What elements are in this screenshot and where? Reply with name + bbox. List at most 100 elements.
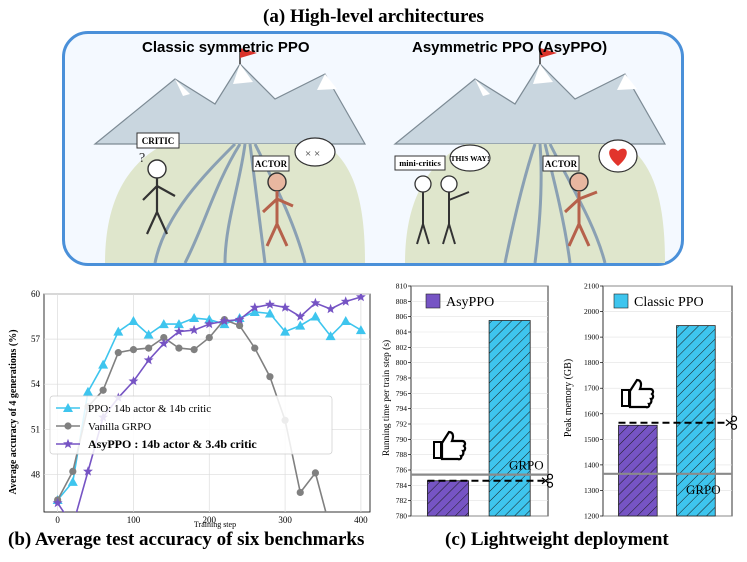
- y-tick-label: 800: [396, 358, 408, 367]
- bar-hatch: [427, 480, 469, 516]
- data-point: [264, 308, 275, 318]
- data-point: [280, 302, 290, 312]
- running-time-bar-chart: 780 782 784 786 788 790 792 794 796 798 800 802 804 8…: [381, 282, 554, 521]
- y-tick-label: 1400: [584, 460, 599, 469]
- data-point: [175, 344, 183, 352]
- data-point: [189, 313, 200, 323]
- y-tick-label: 57: [31, 334, 41, 344]
- y-tick-label: 1200: [584, 512, 599, 521]
- data-point: [249, 307, 260, 317]
- bar-hatch: [676, 325, 716, 516]
- y-tick-label: 1300: [584, 486, 599, 495]
- mini-critics-sign: mini-critics: [399, 158, 441, 168]
- data-point: [311, 469, 320, 477]
- y-tick-label: 1900: [584, 333, 599, 342]
- y-tick-label: 804: [396, 328, 408, 337]
- data-point: [143, 329, 154, 339]
- data-point: [355, 325, 366, 335]
- x-tick-label: 200: [203, 515, 217, 525]
- y-tick-label: 802: [396, 343, 408, 352]
- legend-label: Classic PPO: [634, 295, 704, 310]
- legend-label: Vanilla GRPO: [88, 421, 151, 433]
- actor-figure: [267, 172, 287, 192]
- x-tick-label: 400: [354, 515, 368, 525]
- data-point: [234, 314, 245, 324]
- asyppo-title: Asymmetric PPO (AsyPPO): [412, 39, 608, 56]
- data-point: [128, 316, 139, 326]
- actor-sign-left: ACTOR: [255, 159, 288, 169]
- data-point: [236, 321, 244, 330]
- heart-icon: [609, 148, 627, 166]
- data-point: [296, 488, 304, 497]
- legend-swatch: [613, 293, 629, 309]
- critic-sign: CRITIC: [142, 136, 175, 146]
- data-point: [158, 338, 169, 348]
- data-point: [113, 326, 124, 336]
- y-tick-label: 1600: [584, 409, 599, 418]
- y-tick-label: 788: [396, 450, 408, 459]
- y-tick-label: 48: [31, 469, 41, 479]
- y-tick-label: 798: [396, 374, 408, 383]
- y-tick-label: 60: [31, 289, 41, 299]
- x-tick-label: 0: [55, 515, 60, 525]
- data-point: [340, 296, 351, 306]
- y-tick-label: 808: [396, 297, 408, 306]
- legend-marker: [64, 422, 72, 430]
- x-axis-label: Training step: [194, 520, 236, 529]
- data-point: [98, 359, 109, 369]
- peak-memory-axis-label: Peak memory (GB): [563, 359, 574, 437]
- panel-c-caption: (c) Lightweight deployment: [445, 529, 669, 550]
- asyppo-scene: mini-critics THIS WAY! ACTOR: [393, 48, 667, 264]
- y-tick-label: 2100: [584, 282, 599, 291]
- data-point: [280, 326, 291, 336]
- data-point: [266, 373, 274, 381]
- data-point: [99, 386, 107, 394]
- data-point: [295, 311, 306, 321]
- data-point: [295, 320, 306, 330]
- thumbs-up-icon: [433, 430, 467, 461]
- classic-ppo-scene: ? CRITIC ACTOR × ×: [93, 48, 367, 264]
- speech-bubble: [449, 144, 491, 172]
- flag-icon: [240, 48, 257, 58]
- data-point: [82, 386, 93, 396]
- data-point: [340, 316, 351, 326]
- data-point: [69, 467, 77, 476]
- y-tick-label: 2000: [584, 307, 599, 316]
- x-tick-label: 300: [278, 515, 292, 525]
- y-tick-label: 790: [396, 435, 408, 444]
- accuracy-line-chart: 48 51 54 57 60 0 100 200 300 400 PPO: 14b actor &…: [8, 289, 371, 529]
- peak-memory-bar-chart: 1200 1300 1400 1500 1600 1700 1800 1900 2000 2100…: [563, 282, 738, 521]
- flag-icon-right: [540, 48, 557, 58]
- data-point: [145, 344, 153, 352]
- data-point: [143, 355, 154, 365]
- bar-hatch: [618, 425, 658, 516]
- y-tick-label: 796: [396, 389, 408, 398]
- bar-legend: Classic PPO: [613, 293, 704, 310]
- data-point: [114, 349, 122, 357]
- legend-marker: [63, 403, 73, 412]
- y-tick-label: 782: [396, 496, 408, 505]
- legend-label: AsyPPO : 14b actor & 3.4b critic: [88, 437, 257, 451]
- data-point: [219, 315, 230, 326]
- data-point: [189, 324, 200, 335]
- data-point: [265, 299, 275, 309]
- data-point: [128, 376, 139, 386]
- bar-hatch: [489, 320, 531, 516]
- legend-marker: [63, 438, 73, 449]
- x-tick-label: 100: [127, 515, 141, 525]
- data-point: [356, 294, 366, 302]
- y-tick-label: 1500: [584, 435, 599, 444]
- data-point: [173, 319, 184, 329]
- panel-a-title: (a) High-level architectures: [263, 6, 484, 27]
- scissors-icon: [725, 415, 738, 430]
- y-axis-label: Average accuracy of 4 generations (%): [8, 329, 19, 494]
- data-point: [129, 346, 138, 354]
- y-tick-label: 786: [396, 466, 408, 475]
- happy-actor-figure: [569, 172, 589, 192]
- svg-text:?: ?: [139, 151, 145, 166]
- y-tick-label: 794: [396, 404, 408, 413]
- grpo-label: GRPO: [509, 458, 544, 473]
- data-point: [325, 303, 336, 314]
- data-point: [310, 311, 321, 321]
- y-tick-label: 806: [396, 312, 408, 321]
